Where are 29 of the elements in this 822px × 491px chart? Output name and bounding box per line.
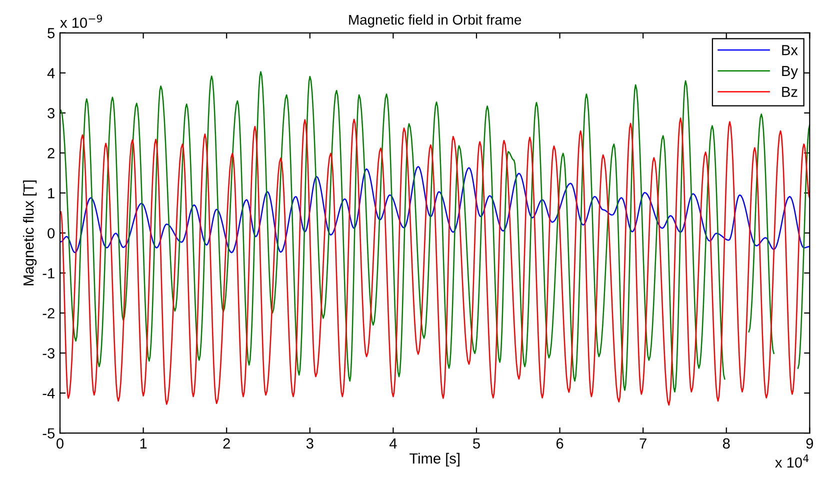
y-tick-label: -4	[42, 388, 55, 398]
x-tick-label: 2	[223, 438, 230, 448]
y-tick-label: 1	[48, 188, 54, 198]
x-tick-label: 4	[389, 438, 397, 448]
x-tick-label: 3	[306, 438, 314, 449]
x-tick-label: 6	[556, 438, 564, 449]
y-tick-label: -5	[42, 428, 55, 438]
y-tick-label: 0	[48, 228, 55, 238]
x-tick-label: 1	[140, 438, 147, 448]
x-axis-title: Time [s]	[410, 452, 460, 466]
legend-label: Bz	[782, 86, 798, 97]
y-tick-label: 2	[48, 148, 54, 158]
y-tick-label: 3	[48, 108, 55, 118]
y-axis-title: Magnetic flux [T]	[23, 180, 37, 286]
y-tick-label: 4	[47, 68, 55, 78]
chart-title: Magnetic field in Orbit frame	[349, 14, 522, 28]
x-tick-label: 5	[473, 438, 480, 449]
x-tick-label: 0	[56, 438, 64, 449]
y-tick-label: -3	[42, 348, 55, 358]
text: x 10$^{−9}$	[60, 14, 102, 28]
legend-label: Bx	[782, 45, 798, 56]
x-tick-label: 9	[806, 438, 814, 449]
text: x 10$^{4}$	[775, 454, 809, 468]
legend-label: By	[782, 66, 798, 80]
y-tick-label: -1	[42, 268, 54, 278]
x-tick-label: 7	[640, 438, 646, 448]
y-tick-label: 5	[48, 28, 55, 38]
y-tick-label: -2	[42, 308, 54, 318]
x-tick-label: 8	[722, 438, 730, 449]
